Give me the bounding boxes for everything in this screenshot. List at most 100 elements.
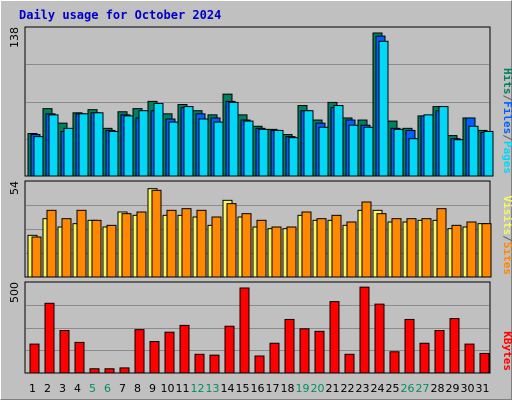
- x-tick-label: 10: [161, 382, 175, 395]
- kbytes-bar-kbytes: [119, 367, 130, 374]
- hits-files-pages-bar-pages: [468, 125, 479, 177]
- kbytes-bar-kbytes: [74, 341, 85, 374]
- x-tick-label: 27: [416, 382, 430, 395]
- visits-sites-bar-sites: [346, 221, 357, 278]
- visits-sites-bar-sites: [76, 209, 87, 278]
- hits-files-pages-bar-pages: [243, 120, 254, 177]
- visits-sites-y-tick-label: 54: [8, 181, 21, 195]
- hits-files-pages-bar-pages: [78, 113, 89, 177]
- x-tick-label: 9: [149, 382, 156, 395]
- y-axis-label-part: /: [501, 95, 512, 102]
- x-tick-label: 21: [326, 382, 340, 395]
- x-tick-label: 19: [296, 382, 310, 395]
- hits-files-pages-bar-pages: [453, 139, 464, 177]
- x-tick-label: 1: [29, 382, 36, 395]
- kbytes-bar-kbytes: [449, 318, 460, 374]
- kbytes-bar-kbytes: [344, 353, 355, 374]
- kbytes-bar-kbytes: [404, 318, 415, 374]
- kbytes-bar-kbytes: [209, 354, 220, 374]
- chart-panels: [24, 26, 491, 374]
- visits-sites-bar-sites: [286, 226, 297, 278]
- visits-sites-bar-sites: [151, 189, 162, 278]
- x-tick-label: 24: [371, 382, 385, 395]
- kbytes-bar-kbytes: [389, 351, 400, 374]
- kbytes-bar-kbytes: [419, 342, 430, 374]
- chart-marks: [27, 32, 494, 374]
- kbytes-y-axis-label: KBytes: [501, 331, 512, 371]
- hits-files-pages-bar-pages: [63, 127, 74, 177]
- x-tick-label: 18: [281, 382, 295, 395]
- x-tick-label: 28: [431, 382, 445, 395]
- x-tick-label: 16: [251, 382, 265, 395]
- x-tick-label: 2: [44, 382, 51, 395]
- kbytes-bar-kbytes: [134, 329, 145, 374]
- x-tick-label: 4: [74, 382, 81, 395]
- x-tick-label: 7: [119, 382, 126, 395]
- x-tick-label: 6: [104, 382, 111, 395]
- visits-sites-bar-sites: [211, 216, 222, 278]
- hits-files-pages-bar-pages: [198, 118, 209, 177]
- x-tick-label: 23: [356, 382, 370, 395]
- visits-sites-bar-sites: [166, 209, 177, 278]
- x-tick-label: 22: [341, 382, 355, 395]
- hits-files-pages-bar-pages: [423, 114, 434, 177]
- visits-sites-bar-sites: [136, 211, 147, 278]
- y-axis-label-part: /: [501, 134, 512, 141]
- hits-files-pages-bar-pages: [228, 101, 239, 177]
- kbytes-bar-kbytes: [224, 325, 235, 374]
- x-tick-label: 31: [476, 382, 490, 395]
- hits-files-pages-bar-pages: [333, 105, 344, 177]
- kbytes-bar-kbytes: [179, 324, 190, 374]
- chart-title: Daily usage for October 2024: [19, 8, 222, 22]
- visits-sites-bar-sites: [196, 209, 207, 278]
- visits-sites-bar-sites: [391, 218, 402, 278]
- kbytes-bar-kbytes: [434, 330, 445, 374]
- hits-files-pages-bar-pages: [258, 128, 269, 177]
- y-axis-label-part: KBytes: [501, 331, 512, 371]
- hits-files-pages-bar-pages: [273, 129, 284, 177]
- kbytes-bar-kbytes: [329, 301, 340, 374]
- visits-sites-bar-sites: [436, 208, 447, 278]
- kbytes-bar-kbytes: [314, 330, 325, 374]
- kbytes-bar-kbytes: [374, 303, 385, 374]
- visits-sites-bar-sites: [241, 213, 252, 278]
- hits-files-pages-bar-pages: [48, 114, 59, 177]
- hits-files-pages-bar-pages: [378, 40, 389, 177]
- x-tick-label: 26: [401, 382, 415, 395]
- x-tick-label: 13: [206, 382, 220, 395]
- kbytes-bar-kbytes: [269, 342, 280, 374]
- visits-sites-bar-sites: [421, 218, 432, 278]
- y-axis-label-part: Visits: [501, 196, 512, 236]
- visits-sites-bar-sites: [31, 236, 42, 278]
- kbytes-bar-kbytes: [164, 331, 175, 374]
- kbytes-bar-kbytes: [59, 330, 70, 374]
- hits-files-pages-bar-pages: [213, 121, 224, 177]
- kbytes-bar-kbytes: [299, 328, 310, 374]
- hits-files-pages-bar-pages: [348, 124, 359, 177]
- hits-files-pages-bar-pages: [288, 137, 299, 177]
- visits-sites-bar-sites: [316, 218, 327, 278]
- visits-sites-bar-sites: [451, 224, 462, 278]
- visits-sites-bar-sites: [181, 208, 192, 278]
- hits-files-pages-bar-pages: [33, 136, 44, 177]
- kbytes-bar-kbytes: [254, 355, 265, 374]
- x-tick-label: 15: [236, 382, 250, 395]
- kbytes-bar-kbytes: [149, 341, 160, 374]
- hits-files-pages-bar-pages: [138, 110, 149, 177]
- kbytes-bar-kbytes: [284, 318, 295, 374]
- visits-sites-bar-sites: [361, 201, 372, 278]
- x-tick-label: 11: [176, 382, 190, 395]
- visits-sites-bar-sites: [226, 203, 237, 278]
- x-tick-label: 29: [446, 382, 460, 395]
- x-tick-label: 8: [134, 382, 141, 395]
- x-tick-label: 20: [311, 382, 325, 395]
- kbytes-bar-kbytes: [464, 343, 475, 374]
- y-axis-label-part: Sites: [501, 242, 512, 275]
- hits-files-pages-bar-pages: [108, 130, 119, 177]
- kbytes-bar-kbytes: [89, 368, 100, 374]
- hits-files-pages-bar-pages: [438, 106, 449, 177]
- visits-sites-bar-sites: [271, 226, 282, 278]
- hits-files-pages-bar-pages: [483, 130, 494, 177]
- hits-files-pages-bar-pages: [303, 110, 314, 177]
